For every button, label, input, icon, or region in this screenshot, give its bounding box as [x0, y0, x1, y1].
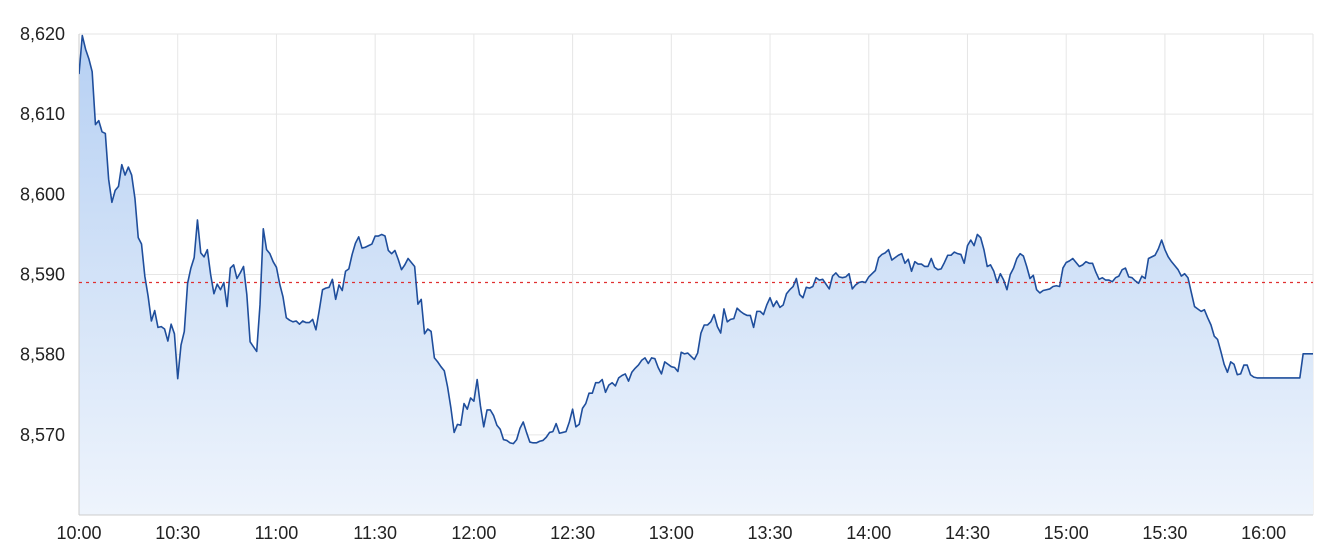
- x-tick-label: 11:30: [353, 523, 397, 543]
- y-tick-label: 8,610: [20, 104, 65, 124]
- x-tick-label: 15:00: [1044, 523, 1089, 543]
- x-axis-ticks: 10:00 10:30 11:00 11:30 12:00 12:30 13:00 13:30…: [56, 523, 1286, 543]
- x-tick-label: 12:30: [550, 523, 595, 543]
- price-area-fill: [79, 35, 1313, 515]
- y-tick-label: 8,570: [20, 425, 65, 445]
- y-tick-label: 8,620: [20, 24, 65, 44]
- x-tick-label: 13:00: [649, 523, 694, 543]
- x-tick-label: 11:00: [255, 523, 299, 543]
- y-axis-ticks: 8,620 8,610 8,600 8,590 8,580 8,570: [20, 24, 65, 445]
- x-tick-label: 12:00: [451, 523, 496, 543]
- y-tick-label: 8,590: [20, 265, 65, 285]
- y-tick-label: 8,600: [20, 184, 65, 204]
- x-tick-label: 15:30: [1142, 523, 1187, 543]
- x-tick-label: 13:30: [748, 523, 793, 543]
- x-tick-label: 14:30: [945, 523, 990, 543]
- y-tick-label: 8,580: [20, 345, 65, 365]
- x-tick-label: 10:00: [56, 523, 101, 543]
- price-line: [79, 34, 1313, 445]
- x-tick-label: 14:00: [846, 523, 891, 543]
- x-tick-label: 16:00: [1241, 523, 1286, 543]
- chart-axes: [78, 34, 1313, 516]
- x-tick-label: 10:30: [155, 523, 200, 543]
